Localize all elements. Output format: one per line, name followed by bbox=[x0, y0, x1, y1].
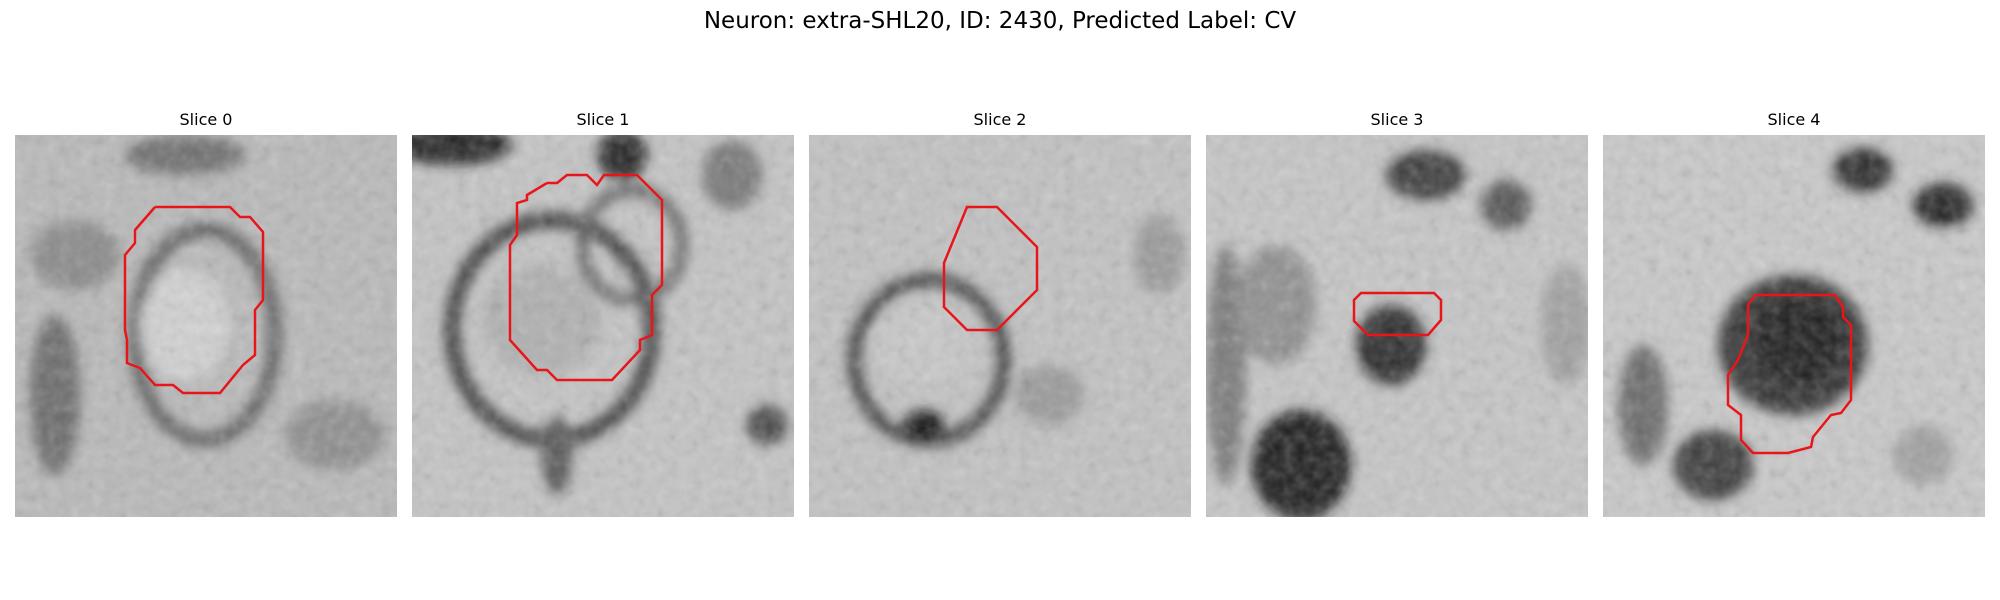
slice-0-outline bbox=[123, 205, 265, 395]
slice-1-title: Slice 1 bbox=[576, 110, 630, 129]
slice-3-image bbox=[1206, 135, 1588, 517]
slice-2-outline bbox=[942, 205, 1039, 332]
slice-2-title: Slice 2 bbox=[973, 110, 1027, 129]
slice-0-panel bbox=[15, 135, 397, 517]
slice-1-image bbox=[412, 135, 794, 517]
slice-4-panel bbox=[1603, 135, 1985, 517]
slice-3-title: Slice 3 bbox=[1370, 110, 1424, 129]
slice-0-image bbox=[15, 135, 397, 517]
slice-4-outline bbox=[1726, 293, 1853, 455]
figure-title: Neuron: extra-SHL20, ID: 2430, Predicted… bbox=[703, 8, 1297, 34]
slice-1-outline bbox=[508, 173, 664, 382]
slice-4-image bbox=[1603, 135, 1985, 517]
slice-2-panel bbox=[809, 135, 1191, 517]
slice-3-panel bbox=[1206, 135, 1588, 517]
slice-3-outline bbox=[1352, 291, 1443, 337]
slice-0-title: Slice 0 bbox=[179, 110, 233, 129]
slice-1-panel bbox=[412, 135, 794, 517]
slice-4-title: Slice 4 bbox=[1767, 110, 1821, 129]
